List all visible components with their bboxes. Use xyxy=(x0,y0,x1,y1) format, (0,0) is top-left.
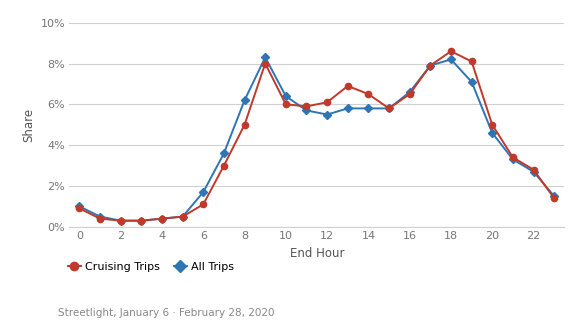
Text: Streetlight, January 6 · February 28, 2020: Streetlight, January 6 · February 28, 20… xyxy=(58,307,274,318)
X-axis label: End Hour: End Hour xyxy=(290,247,344,260)
Y-axis label: Share: Share xyxy=(22,108,35,142)
Legend: Cruising Trips, All Trips: Cruising Trips, All Trips xyxy=(63,258,239,276)
